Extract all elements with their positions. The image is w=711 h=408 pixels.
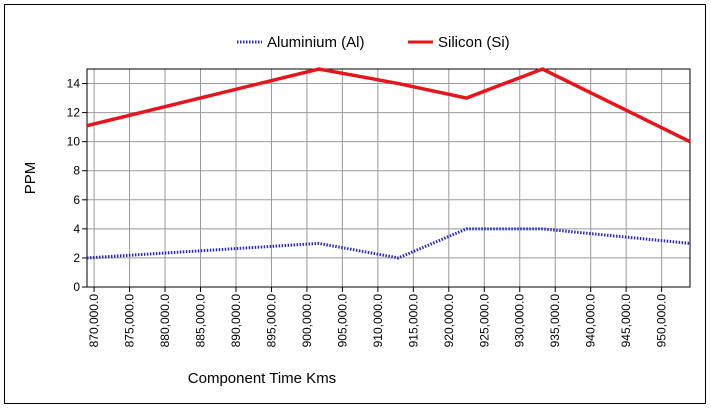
y-tick-label: 14 bbox=[67, 77, 81, 91]
y-tick-label: 10 bbox=[67, 135, 81, 149]
y-tick-label: 0 bbox=[73, 280, 80, 294]
y-tick-label: 4 bbox=[73, 222, 80, 236]
x-tick-label: 890,000.0 bbox=[229, 294, 243, 348]
x-tick-label: 900,000.0 bbox=[300, 294, 314, 348]
x-tick-label: 875,000.0 bbox=[123, 294, 137, 348]
y-tick-label: 12 bbox=[67, 106, 81, 120]
plot-area bbox=[87, 69, 690, 287]
x-axis-label: Component Time Kms bbox=[188, 370, 336, 387]
x-tick-label: 905,000.0 bbox=[335, 294, 349, 348]
x-tick-label: 930,000.0 bbox=[513, 294, 527, 348]
x-tick-label: 920,000.0 bbox=[442, 294, 456, 348]
x-tick-label: 880,000.0 bbox=[158, 294, 172, 348]
x-tick-label: 915,000.0 bbox=[406, 294, 420, 348]
y-axis-label: PPM bbox=[22, 162, 39, 195]
x-tick-label: 945,000.0 bbox=[619, 294, 633, 348]
x-tick-label: 925,000.0 bbox=[477, 294, 491, 348]
legend-label: Aluminium (Al) bbox=[267, 34, 365, 51]
x-tick-label: 895,000.0 bbox=[264, 294, 278, 348]
series-line bbox=[86, 67, 691, 144]
x-tick-label: 940,000.0 bbox=[584, 294, 598, 348]
legend-label: Silicon (Si) bbox=[438, 34, 510, 51]
x-tick-label: 870,000.0 bbox=[87, 294, 101, 348]
x-tick-label: 885,000.0 bbox=[194, 294, 208, 348]
y-tick-label: 2 bbox=[73, 251, 80, 265]
plot-border bbox=[86, 68, 691, 288]
y-tick-label: 8 bbox=[73, 164, 80, 178]
x-tick-label: 910,000.0 bbox=[371, 294, 385, 348]
x-tick-label: 950,000.0 bbox=[655, 294, 669, 348]
x-tick-label: 935,000.0 bbox=[548, 294, 562, 348]
y-tick-label: 6 bbox=[73, 193, 80, 207]
